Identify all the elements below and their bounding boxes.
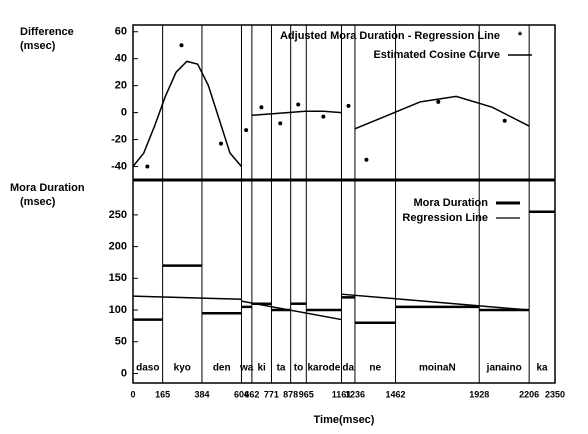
legend-marker: * <box>518 30 523 42</box>
mora-label: daso <box>136 363 159 374</box>
x-tick-label: 165 <box>155 389 170 399</box>
x-tick-label: 1236 <box>345 389 365 399</box>
x-tick-label: 2350 <box>545 389 565 399</box>
data-point <box>502 118 507 123</box>
x-tick-label: 604 <box>234 389 249 399</box>
data-point <box>145 164 150 169</box>
data-point <box>259 105 264 110</box>
y-tick-label: 40 <box>115 53 127 65</box>
x-label: Time(msec) <box>314 414 375 426</box>
legend-label: Estimated Cosine Curve <box>373 49 500 61</box>
y-label: Difference <box>20 26 74 38</box>
series-line <box>132 60 530 168</box>
data-point <box>321 114 326 119</box>
y-label: (msec) <box>20 196 56 208</box>
y-label: (msec) <box>20 40 56 52</box>
data-point <box>278 121 283 126</box>
mora-label: ka <box>537 363 549 374</box>
mora-label: janaino <box>486 363 522 374</box>
y-tick-label: 60 <box>115 26 127 38</box>
y-tick-label: 200 <box>109 241 127 253</box>
data-point <box>296 102 301 107</box>
x-tick-label: 2206 <box>519 389 539 399</box>
mora-label: kyo <box>174 363 191 374</box>
mora-label: to <box>294 363 303 374</box>
legend-label: Regression Line <box>402 212 488 224</box>
y-tick-label: 50 <box>115 336 127 348</box>
mora-label: moinaN <box>419 363 456 374</box>
y-tick-label: 250 <box>109 209 127 221</box>
x-tick-label: 1161 <box>332 389 352 399</box>
data-point <box>364 157 369 162</box>
data-point <box>218 141 223 146</box>
y-tick-label: -40 <box>111 160 127 172</box>
y-tick-label: 100 <box>109 304 127 316</box>
data-point <box>179 43 184 48</box>
x-tick-label: 1928 <box>469 389 489 399</box>
x-tick-label: 0 <box>130 389 135 399</box>
mora-label: ta <box>277 363 286 374</box>
plot-frame <box>132 24 556 384</box>
legend-label: Adjusted Mora Duration - Regression Line <box>280 30 500 42</box>
mora-label: da <box>342 363 354 374</box>
x-tick-label: 1462 <box>386 389 406 399</box>
x-tick-label: 878 <box>283 389 298 399</box>
x-tick-label: 771 <box>264 389 279 399</box>
series-line <box>132 293 530 321</box>
mora-label: karode <box>307 363 340 374</box>
data-point <box>346 103 351 108</box>
mora-label: ne <box>369 363 381 374</box>
y-tick-label: 150 <box>109 272 127 284</box>
mora-label: den <box>213 363 231 374</box>
mora-label: ki <box>257 363 266 374</box>
x-tick-label: 965 <box>299 389 314 399</box>
data-point <box>244 128 249 133</box>
y-tick-label: 0 <box>121 367 127 379</box>
x-tick-label: 662 <box>244 389 259 399</box>
y-tick-label: 20 <box>115 80 127 92</box>
y-tick-label: -20 <box>111 133 127 145</box>
data-point <box>436 99 441 104</box>
y-label: Mora Duration <box>10 182 85 194</box>
legend-label: Mora Duration <box>413 197 488 209</box>
mora-label: wa <box>239 363 254 374</box>
y-tick-label: 0 <box>121 107 127 119</box>
x-tick-label: 384 <box>194 389 209 399</box>
